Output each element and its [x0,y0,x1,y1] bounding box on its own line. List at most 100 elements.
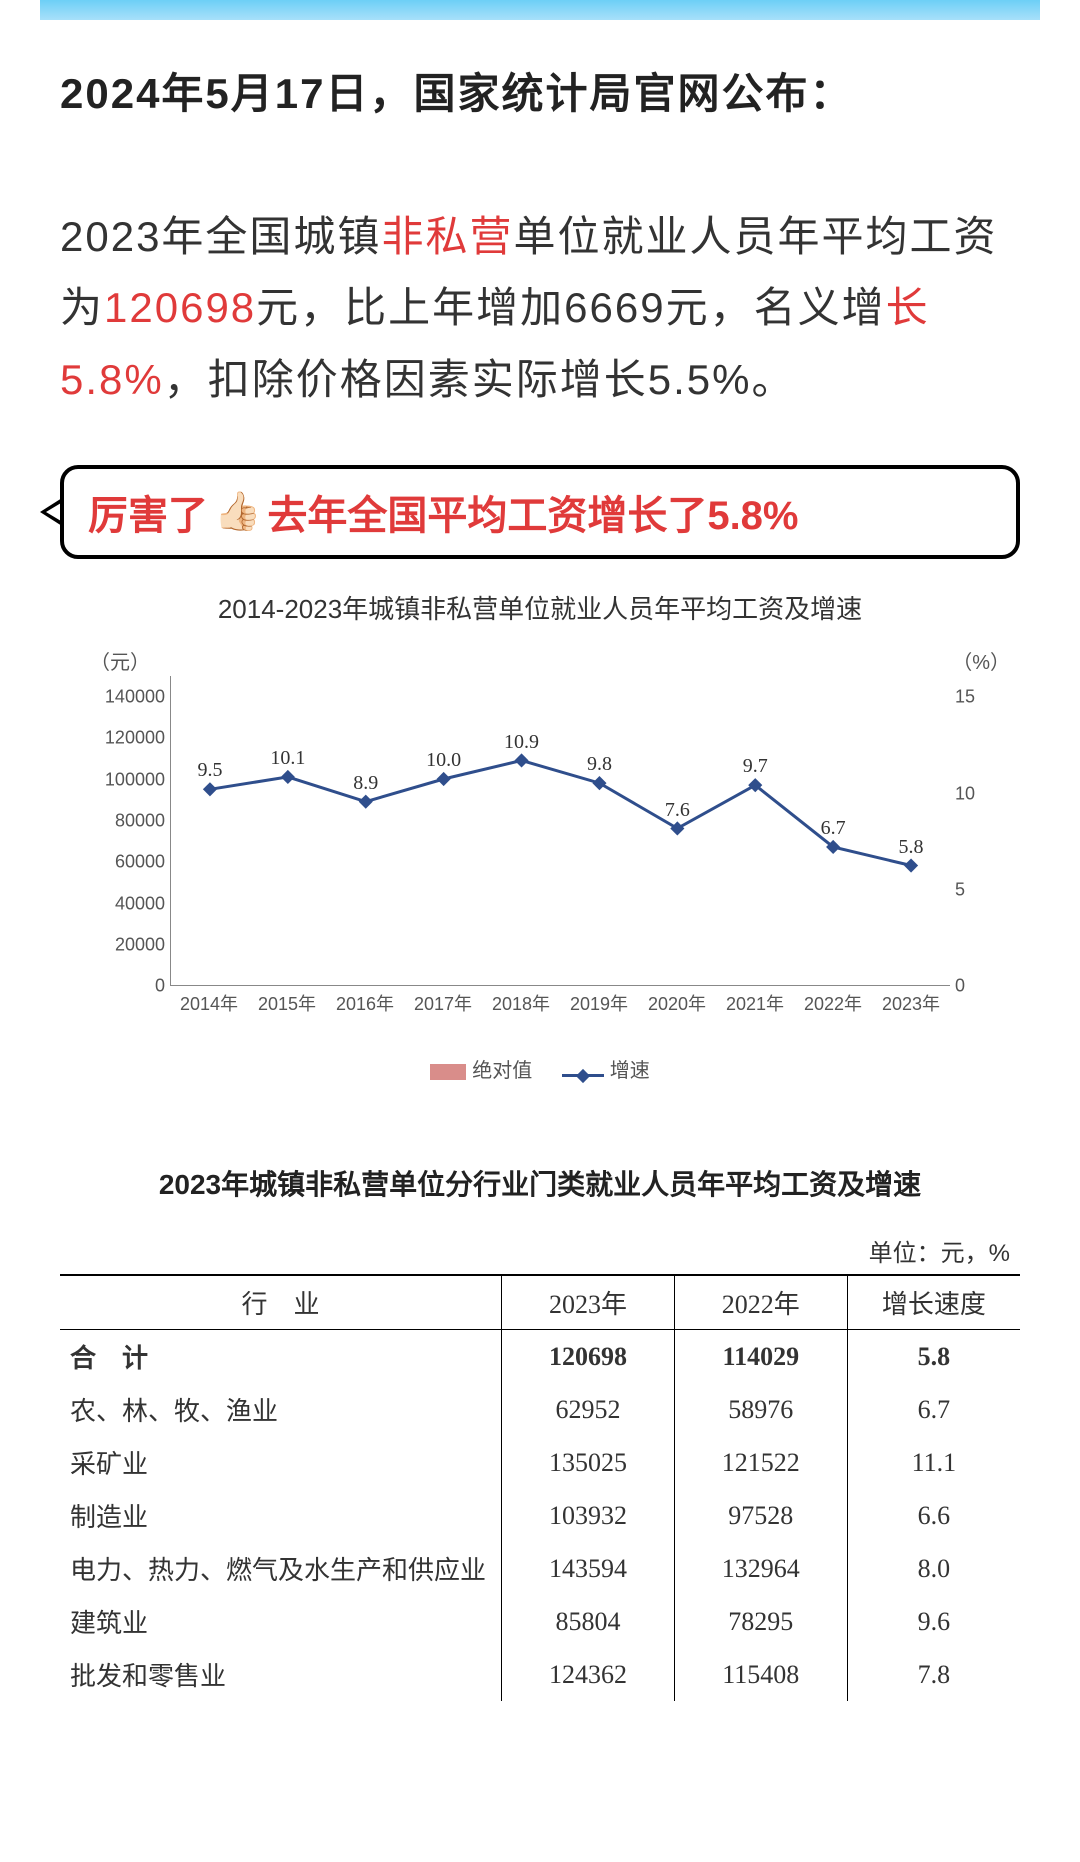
y-left-ticks: 020000400006000080000100000120000140000 [70,676,165,986]
cell-industry: 采矿业 [60,1436,502,1489]
x-tick-label: 2019年 [560,990,638,1016]
x-axis-labels: 2014年2015年2016年2017年2018年2019年2020年2021年… [170,990,950,1016]
top-banner [40,0,1040,20]
y-left-tick: 140000 [70,687,165,708]
line-value-label: 9.7 [743,755,768,778]
cell-2022: 78295 [674,1595,847,1648]
cell-rate: 8.0 [847,1542,1020,1595]
cell-rate: 9.6 [847,1595,1020,1648]
line-value-label: 7.6 [665,799,690,822]
y-right-tick: 15 [955,687,1010,708]
cell-industry: 农、林、牧、渔业 [60,1383,502,1436]
cell-rate: 5.8 [847,1330,1020,1384]
y-left-tick: 40000 [70,893,165,914]
cell-2022: 114029 [674,1330,847,1384]
plot-area: 9.510.18.910.010.99.87.69.76.75.8 [170,676,950,986]
legend-bar-item: 绝对值 [430,1054,532,1083]
callout-bubble: 厉害了 👍🏻 去年全国平均工资增长了5.8% [60,465,1020,559]
x-tick-label: 2017年 [404,990,482,1016]
table-row: 采矿业13502512152211.1 [60,1436,1020,1489]
table-row: 批发和零售业1243621154087.8 [60,1648,1020,1701]
y-left-tick: 100000 [70,769,165,790]
y-left-tick: 0 [70,976,165,997]
cell-rate: 11.1 [847,1436,1020,1489]
y-left-tick: 120000 [70,728,165,749]
y-left-unit: （元） [90,646,150,675]
callout-post: 去年全国平均工资增长了5.8% [267,483,798,541]
cell-2023: 120698 [502,1330,675,1384]
industry-wage-table: 行 业 2023年 2022年 增长速度 合 计1206981140295.8农… [60,1274,1020,1701]
line-value-label: 9.5 [197,760,222,783]
cell-2022: 97528 [674,1489,847,1542]
cell-2022: 121522 [674,1436,847,1489]
y-right-tick: 5 [955,879,1010,900]
cell-industry: 建筑业 [60,1595,502,1648]
thumbs-up-icon: 👍🏻 [214,490,261,534]
y-left-tick: 20000 [70,934,165,955]
x-tick-label: 2016年 [326,990,404,1016]
cell-2023: 143594 [502,1542,675,1595]
cell-industry: 批发和零售业 [60,1648,502,1701]
table-row: 电力、热力、燃气及水生产和供应业1435941329648.0 [60,1542,1020,1595]
cell-2023: 135025 [502,1436,675,1489]
para-seg-3: 元，比上年增加6669元，名义增 [256,284,885,331]
y-right-ticks: 051015 [955,676,1010,986]
callout-pre: 厉害了 [88,483,208,541]
para-seg-1: 2023年全国城镇 [60,213,381,260]
cell-industry: 制造业 [60,1489,502,1542]
table-row: 合 计1206981140295.8 [60,1330,1020,1384]
y-right-tick: 0 [955,976,1010,997]
y-left-tick: 80000 [70,811,165,832]
chart-title: 2014-2023年城镇非私营单位就业人员年平均工资及增速 [70,589,1010,626]
y-right-unit: （%） [952,646,1010,675]
cell-rate: 6.6 [847,1489,1020,1542]
table-unit: 单位：元，% [60,1233,1020,1268]
x-tick-label: 2020年 [638,990,716,1016]
legend-bar-label: 绝对值 [472,1060,532,1082]
headline: 2024年5月17日，国家统计局官网公布： [60,60,1020,121]
table-header-row: 行 业 2023年 2022年 增长速度 [60,1275,1020,1330]
line-value-label: 10.0 [426,749,461,772]
intro-paragraph: 2023年全国城镇非私营单位就业人员年平均工资为120698元，比上年增加666… [60,201,1020,415]
cell-2022: 58976 [674,1383,847,1436]
cell-2023: 124362 [502,1648,675,1701]
cell-2022: 115408 [674,1648,847,1701]
wage-chart: 2014-2023年城镇非私营单位就业人员年平均工资及增速 （元） （%） 02… [70,589,1010,1083]
cell-2023: 62952 [502,1383,675,1436]
line-value-label: 8.9 [353,772,378,795]
x-tick-label: 2022年 [794,990,872,1016]
col-header-industry: 行 业 [60,1275,502,1330]
cell-2023: 85804 [502,1595,675,1648]
cell-rate: 7.8 [847,1648,1020,1701]
para-highlight-1: 非私营 [381,213,513,260]
line-value-label: 9.8 [587,753,612,776]
legend-bar-swatch [430,1064,466,1080]
legend-line-label: 增速 [610,1060,650,1082]
legend-line-item: 增速 [562,1054,650,1083]
cell-industry: 电力、热力、燃气及水生产和供应业 [60,1542,502,1595]
x-tick-label: 2023年 [872,990,950,1016]
cell-rate: 6.7 [847,1383,1020,1436]
line-value-label: 6.7 [821,817,846,840]
cell-2022: 132964 [674,1542,847,1595]
col-header-2023: 2023年 [502,1275,675,1330]
table-row: 制造业103932975286.6 [60,1489,1020,1542]
cell-2023: 103932 [502,1489,675,1542]
x-tick-label: 2014年 [170,990,248,1016]
cell-industry: 合 计 [60,1330,502,1384]
x-tick-label: 2015年 [248,990,326,1016]
line-value-label: 10.1 [270,747,305,770]
article-content: 2024年5月17日，国家统计局官网公布： 2023年全国城镇非私营单位就业人员… [0,60,1080,1701]
x-tick-label: 2018年 [482,990,560,1016]
x-tick-label: 2021年 [716,990,794,1016]
table-row: 建筑业85804782959.6 [60,1595,1020,1648]
callout-tail [40,498,62,526]
chart-area: （元） （%） 02000040000600008000010000012000… [70,646,1010,1046]
y-right-tick: 10 [955,783,1010,804]
para-seg-4: ，扣除价格因素实际增长5.5%。 [164,356,796,403]
chart-legend: 绝对值 增速 [70,1054,1010,1083]
line-value-label: 10.9 [504,731,539,754]
col-header-2022: 2022年 [674,1275,847,1330]
table-row: 农、林、牧、渔业62952589766.7 [60,1383,1020,1436]
col-header-rate: 增长速度 [847,1275,1020,1330]
